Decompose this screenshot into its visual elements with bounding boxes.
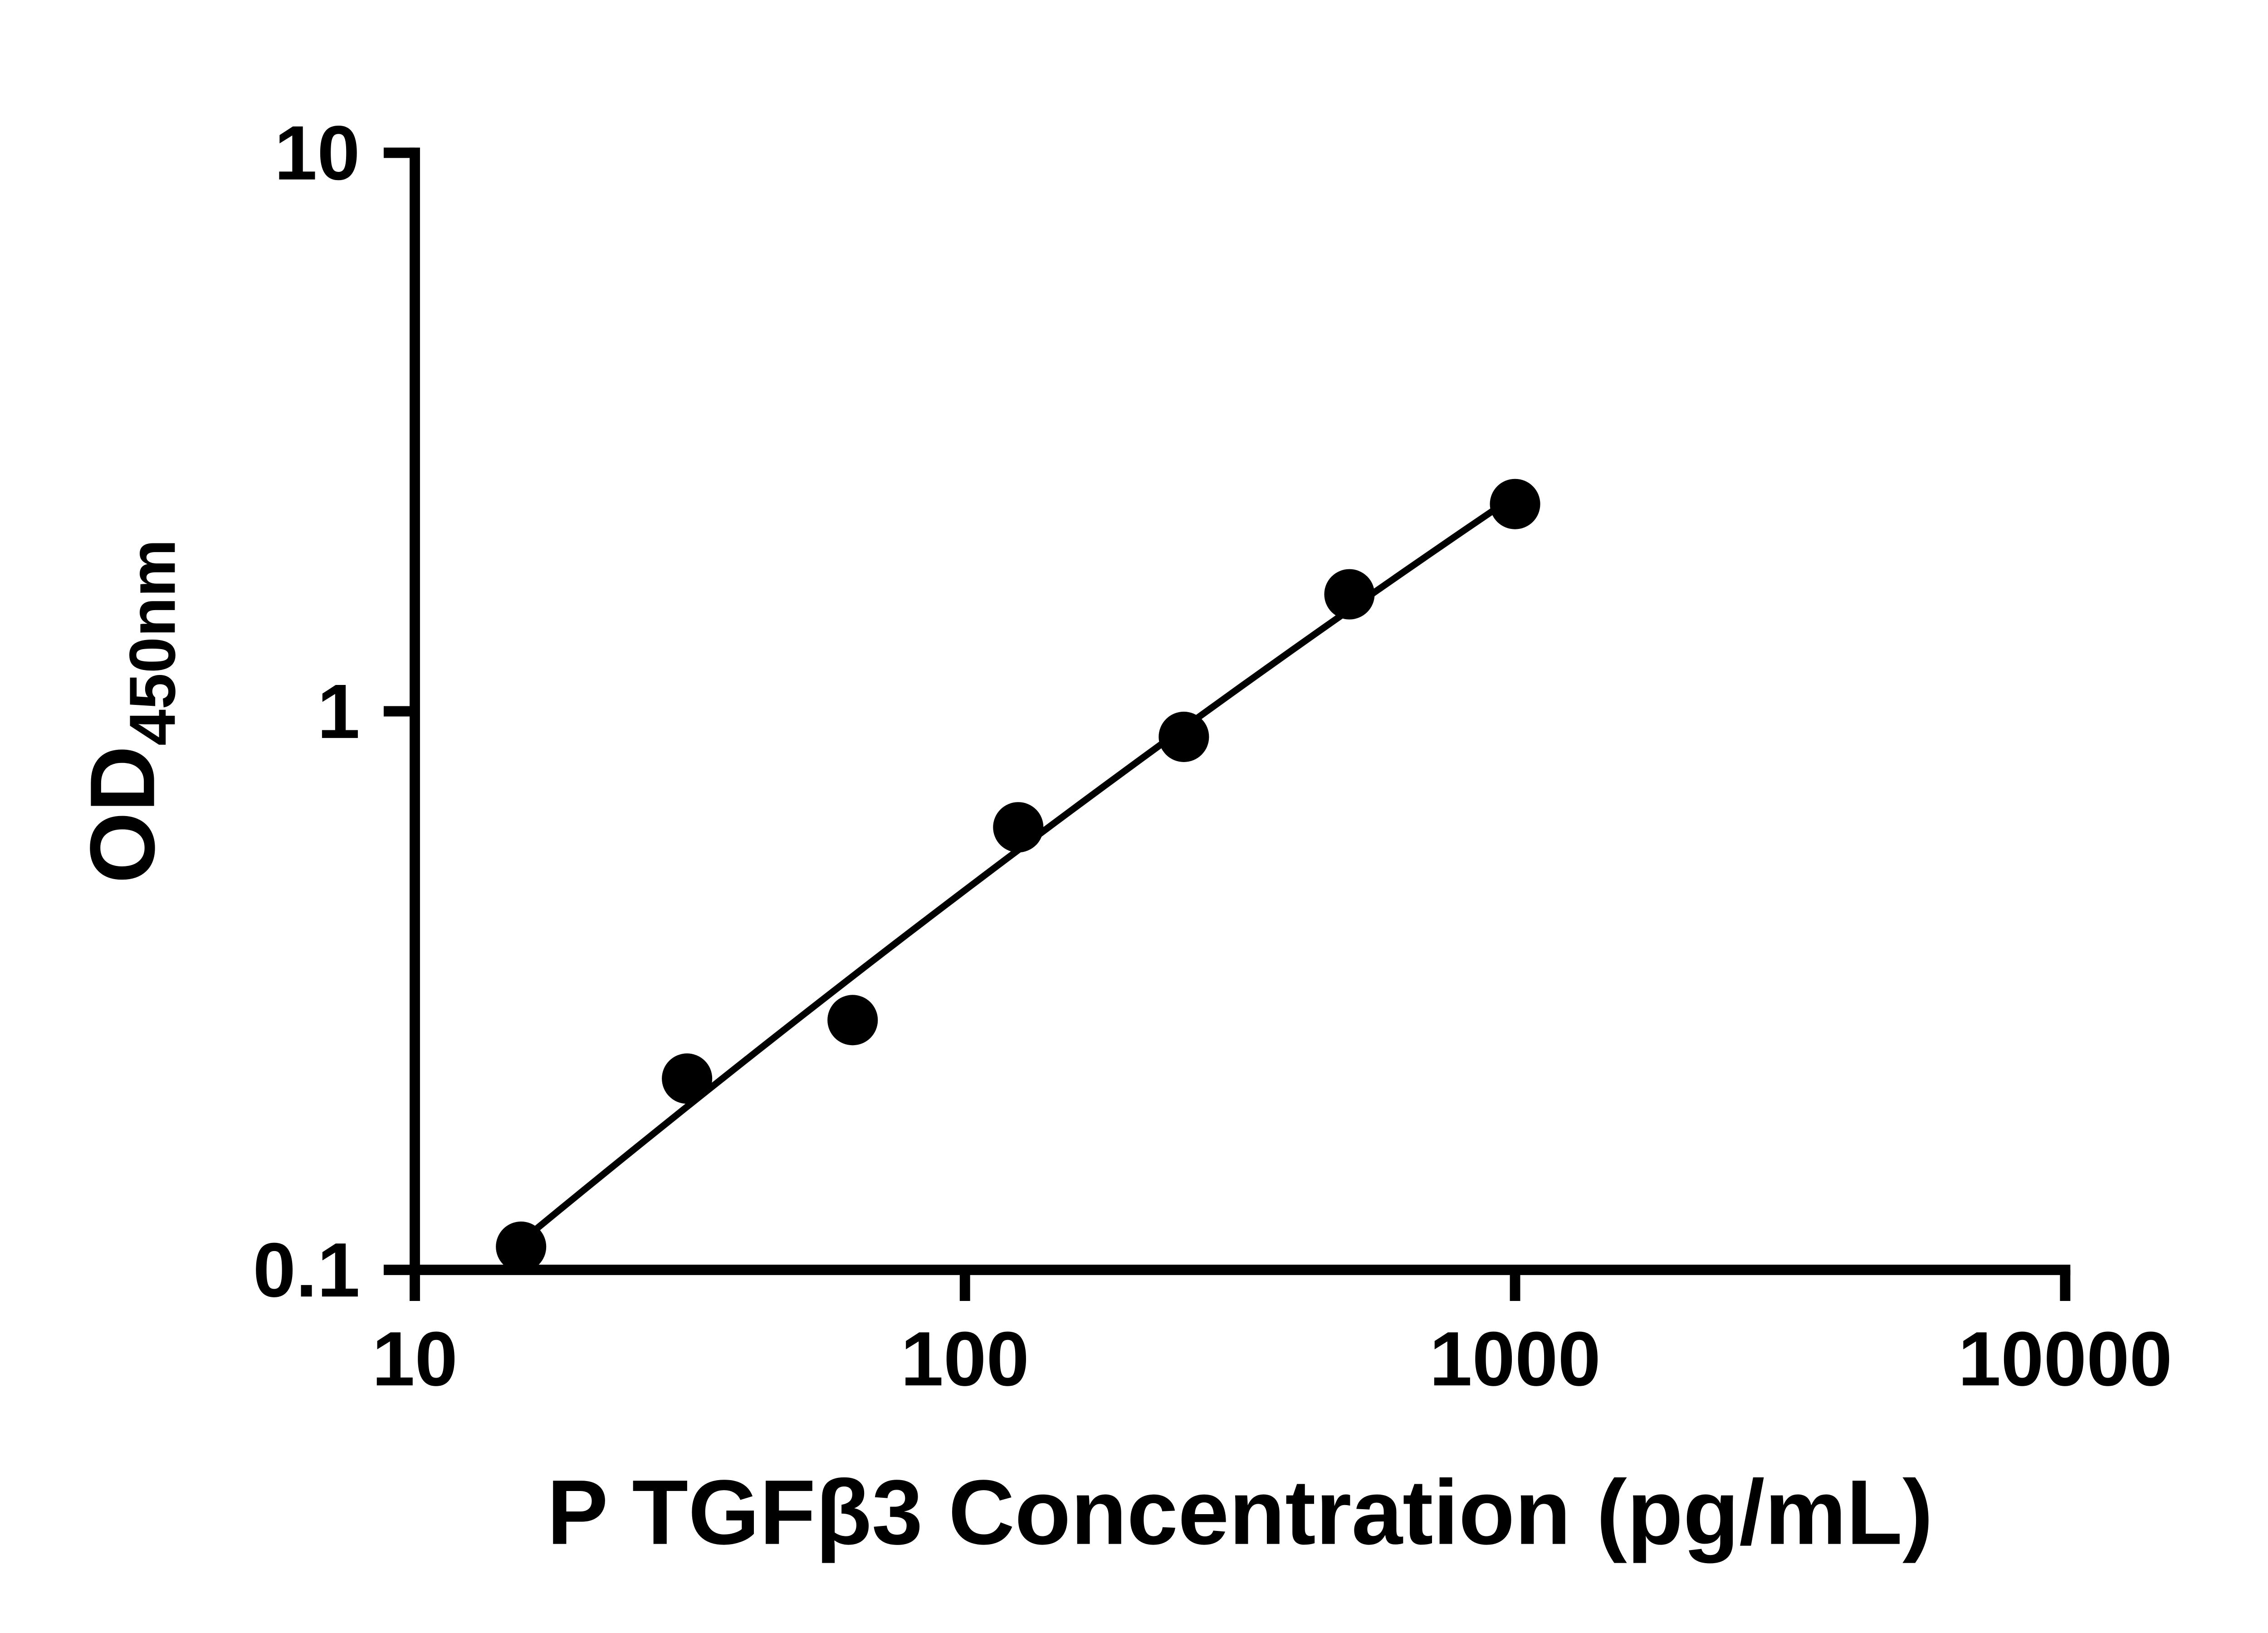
- y-axis-title: OD450nm: [71, 539, 189, 884]
- data-point: [1324, 569, 1375, 620]
- data-point: [827, 995, 878, 1046]
- data-point: [662, 1053, 713, 1104]
- axes-layer: [383, 147, 2071, 1301]
- x-tick-label: 100: [901, 1315, 1029, 1402]
- y-tick-label: 10: [274, 110, 360, 196]
- x-tick-label: 10: [372, 1315, 458, 1402]
- data-point: [1490, 479, 1540, 529]
- tick-labels-layer: 10 100 1000 10000 0.1 1 10: [253, 110, 2172, 1402]
- x-tick-label: 10000: [1958, 1315, 2172, 1402]
- y-axis-title-subscript: 450nm: [116, 539, 189, 746]
- y-axis-title-main: OD: [71, 746, 174, 884]
- x-tick-label: 1000: [1429, 1315, 1601, 1402]
- y-tick-label: 1: [317, 668, 360, 754]
- data-point: [496, 1221, 547, 1272]
- data-point: [993, 802, 1044, 853]
- y-tick-label: 0.1: [253, 1227, 360, 1313]
- x-axis-title: P TGFβ3 Concentration (pg/mL): [547, 1461, 1933, 1564]
- data-point: [1158, 711, 1209, 762]
- data-points-layer: [496, 479, 1540, 1272]
- axis-lines: [410, 147, 2071, 1275]
